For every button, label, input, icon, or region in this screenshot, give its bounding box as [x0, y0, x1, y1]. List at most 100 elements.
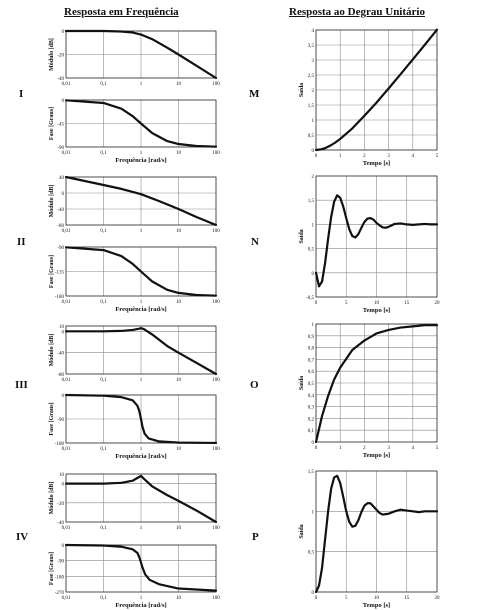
x-tick-label: 20 [435, 596, 441, 601]
x-tick-label: 0,01 [62, 300, 71, 305]
x-tick-label: 0,1 [100, 378, 107, 383]
x-tick-label: 100 [212, 82, 220, 87]
x-tick-label: 5 [345, 596, 348, 601]
row-label-M: M [249, 88, 260, 100]
row-label-N: N [251, 236, 259, 248]
chart-O: 0 1 2 3 4 5 0 0,1 0,2 0,3 0,4 0,5 0,6 0,7 0,8 0,9 1 Saída… [299, 323, 439, 459]
series-line-II-mag [64, 175, 218, 227]
y-tick-label: -20 [57, 54, 64, 59]
chart-II-mag: 0,01 0,1 1 10 100 40 0 -40 -80 Módulo [dB] [49, 175, 220, 234]
y-tick-label: 0 [312, 591, 315, 596]
y-tick-label: 0,1 [308, 429, 315, 434]
x-tick-label: 0 [315, 154, 318, 159]
y-tick-label: 40 [59, 176, 65, 181]
y-tick-label: -40 [57, 77, 64, 82]
y-tick-label: 0 [62, 394, 65, 399]
y-tick-label: 1,5 [308, 470, 315, 475]
x-tick-label: 100 [212, 378, 220, 383]
x-axis-label: Tempo [s] [363, 602, 390, 609]
y-axis-label: Módulo [dB] [49, 482, 55, 515]
y-tick-label: 0,2 [308, 417, 315, 422]
y-tick-label: -40 [57, 352, 64, 357]
y-axis-label: Fase [Graus] [49, 255, 55, 288]
x-tick-label: 0,01 [62, 447, 71, 452]
y-tick-label: 2,5 [308, 74, 315, 79]
y-tick-label: 0,7 [308, 358, 315, 363]
x-tick-label: 0 [315, 596, 318, 601]
x-tick-label: 1 [140, 151, 143, 156]
y-tick-label: 0,4 [308, 394, 315, 399]
y-tick-label: 0 [62, 483, 65, 488]
plot-frame [315, 470, 438, 593]
x-tick-label: 0,01 [62, 526, 71, 531]
x-axis-label: Frequência [rad/s] [115, 602, 166, 609]
row-label-III: III [15, 379, 28, 391]
x-tick-label: 1 [140, 378, 143, 383]
x-tick-label: 15 [404, 301, 410, 306]
x-tick-label: 10 [176, 151, 182, 156]
x-tick-label: 0 [315, 446, 318, 451]
y-tick-label: -180 [55, 442, 65, 447]
x-tick-label: 10 [176, 82, 182, 87]
y-tick-label: -180 [55, 575, 65, 580]
y-tick-label: -90 [57, 560, 64, 565]
y-tick-label: 0,5 [308, 382, 315, 387]
row-label-II: II [17, 236, 26, 248]
y-tick-label: 0,5 [308, 551, 315, 556]
x-tick-label: 1 [339, 446, 342, 451]
x-axis-label: Frequência [rad/s] [115, 157, 166, 164]
chart-II-phase: 0,01 0,1 1 10 100 -90 -135 -180 Fase [Graus] Freq… [49, 246, 220, 313]
y-tick-label: 0,8 [308, 347, 315, 352]
y-tick-label: 0,5 [308, 248, 315, 253]
y-tick-label: 10 [59, 325, 65, 330]
series-line-N [314, 194, 439, 288]
y-axis-label: Saída [299, 376, 305, 390]
x-tick-label: 1 [140, 229, 143, 234]
x-tick-label: 4 [412, 446, 415, 451]
x-axis-label: Tempo [s] [363, 160, 390, 167]
x-tick-label: 1 [140, 300, 143, 305]
x-tick-label: 10 [374, 596, 380, 601]
x-axis-label: Tempo [s] [363, 307, 390, 314]
row-label-IV: IV [16, 531, 29, 543]
y-axis-label: Módulo [dB] [49, 334, 55, 367]
x-axis-label: Tempo [s] [363, 452, 390, 459]
series-line-III-phase [64, 393, 218, 445]
plot-frame [65, 325, 217, 375]
y-tick-label: 0,6 [308, 370, 315, 375]
x-axis-label: Frequência [rad/s] [115, 453, 166, 460]
frequency-response-header: Resposta em Frequência [64, 6, 179, 18]
x-tick-label: 5 [436, 154, 439, 159]
plot-frame [65, 99, 217, 148]
x-tick-label: 2 [363, 154, 366, 159]
chart-III-phase: 0,01 0,1 1 10 100 0 -90 -180 Fase [Graus] Frequên… [49, 393, 220, 460]
x-tick-label: 1 [140, 447, 143, 452]
y-axis-label: Saída [299, 229, 305, 243]
series-line-M [314, 28, 439, 152]
x-tick-label: 3 [387, 446, 390, 451]
x-tick-label: 4 [412, 154, 415, 159]
chart-I-mag: 0,01 0,1 1 10 100 0 -20 -40 Módulo [dB] [49, 29, 220, 87]
y-tick-label: 10 [59, 473, 65, 478]
x-tick-label: 100 [212, 151, 220, 156]
y-tick-label: -40 [57, 208, 64, 213]
series-line-IV-phase [64, 543, 218, 592]
y-tick-label: 1,5 [308, 199, 315, 204]
y-tick-label: 0 [62, 99, 65, 104]
plot-frame [65, 246, 217, 297]
y-tick-label: -135 [55, 271, 65, 276]
x-tick-label: 3 [387, 154, 390, 159]
y-tick-label: 3 [312, 59, 315, 64]
x-tick-label: 100 [212, 300, 220, 305]
y-tick-label: -0,5 [306, 296, 314, 301]
y-tick-label: 0,5 [308, 134, 315, 139]
x-tick-label: 0,1 [100, 229, 107, 234]
y-tick-label: 0 [62, 30, 65, 35]
y-axis-label: Fase [Graus] [49, 552, 55, 585]
series-line-III-mag [64, 327, 218, 376]
chart-M: 0 1 2 3 4 5 0 0,5 1 1,5 2 2,5 3 3,5 4 Saída Tempo [s] [299, 28, 439, 167]
plot-frame [65, 176, 217, 226]
y-tick-label: 0,9 [308, 335, 315, 340]
